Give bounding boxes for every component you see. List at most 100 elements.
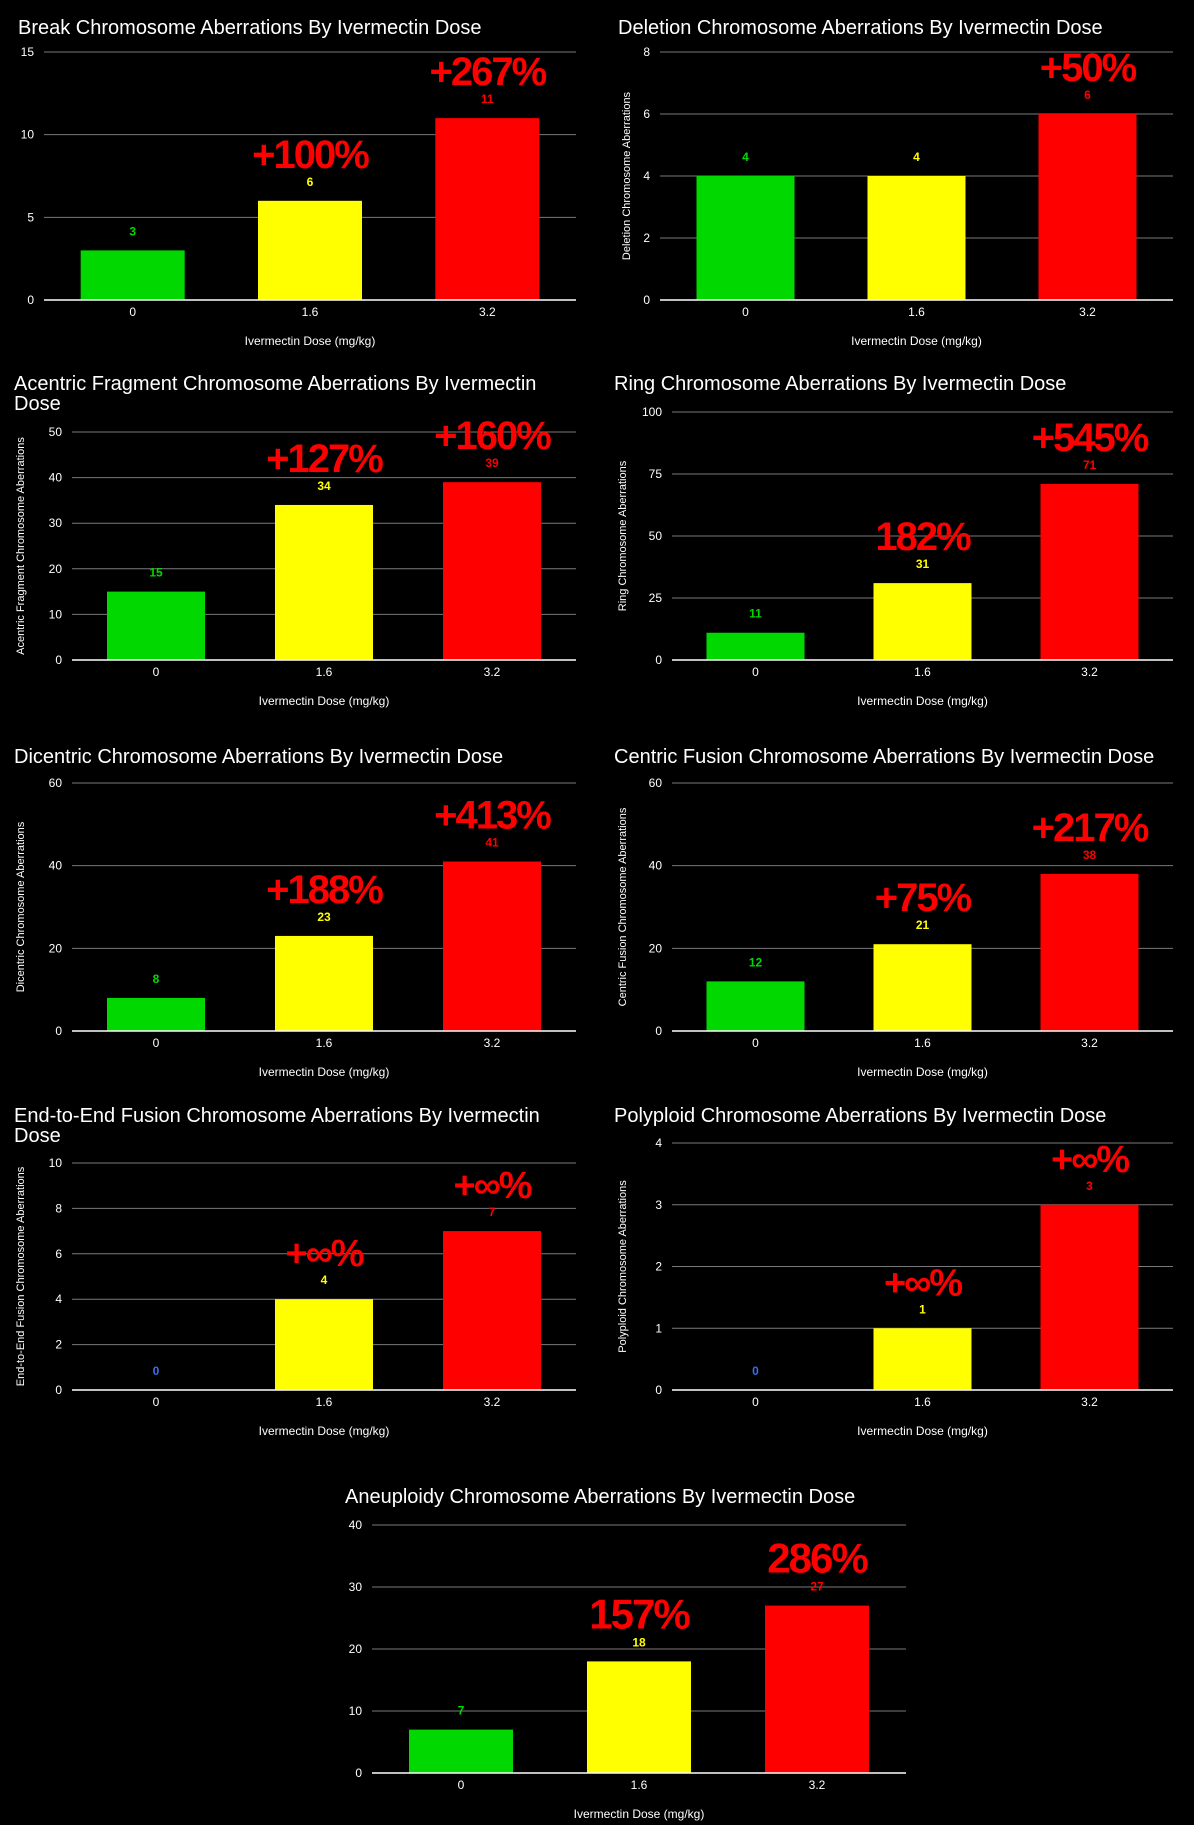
y-tick-label: 10 bbox=[21, 128, 35, 142]
x-axis-title: Ivermectin Dose (mg/kg) bbox=[259, 1065, 390, 1079]
y-tick-label: 0 bbox=[655, 1024, 662, 1038]
percent-change-annotation: +∞% bbox=[1051, 1139, 1129, 1181]
data-label: 15 bbox=[149, 566, 163, 580]
x-tick-label: 3.2 bbox=[479, 305, 496, 319]
chart-title-line: Centric Fusion Chromosome Aberrations By… bbox=[614, 746, 1154, 768]
percent-change-annotation: +50% bbox=[1040, 46, 1137, 90]
y-axis-title: Acentric Fragment Chromosome Aberrations bbox=[15, 437, 27, 655]
chart-title: Dicentric Chromosome Aberrations By Iver… bbox=[14, 746, 503, 768]
bar-0 bbox=[107, 997, 205, 1031]
y-tick-label: 8 bbox=[55, 1201, 62, 1215]
y-tick-label: 4 bbox=[643, 169, 650, 183]
bar-0 bbox=[409, 1729, 513, 1773]
y-axis-title: End-to-End Fusion Chromosome Aberrations bbox=[15, 1166, 27, 1386]
x-tick-label: 0 bbox=[458, 1778, 465, 1792]
y-tick-label: 5 bbox=[27, 210, 34, 224]
x-axis-title: Ivermectin Dose (mg/kg) bbox=[851, 334, 982, 348]
y-tick-label: 0 bbox=[655, 653, 662, 667]
y-tick-label: 0 bbox=[55, 653, 62, 667]
data-label: 41 bbox=[485, 836, 499, 850]
bar-1.6 bbox=[275, 1299, 373, 1390]
chart-panel-5: Dicentric Chromosome Aberrations By Iver… bbox=[14, 746, 576, 1079]
x-axis-title: Ivermectin Dose (mg/kg) bbox=[857, 1424, 988, 1438]
y-tick-label: 30 bbox=[49, 516, 63, 530]
y-tick-label: 4 bbox=[55, 1292, 62, 1306]
bar-1.6 bbox=[867, 176, 966, 300]
x-tick-label: 0 bbox=[752, 665, 759, 679]
chart-title: Acentric Fragment Chromosome Aberrations… bbox=[14, 373, 536, 415]
chart-title-line: End-to-End Fusion Chromosome Aberrations… bbox=[14, 1105, 540, 1127]
data-label: 71 bbox=[1083, 458, 1097, 472]
bar-1.6 bbox=[873, 583, 972, 660]
chart-title: End-to-End Fusion Chromosome Aberrations… bbox=[14, 1105, 540, 1147]
chart-title-line: Aneuploidy Chromosome Aberrations By Ive… bbox=[345, 1486, 855, 1508]
percent-change-annotation: +∞% bbox=[285, 1233, 363, 1275]
bar-3.2 bbox=[443, 482, 541, 660]
percent-change-annotation: 157% bbox=[589, 1590, 690, 1637]
y-tick-label: 15 bbox=[21, 45, 35, 59]
x-axis-title: Ivermectin Dose (mg/kg) bbox=[857, 1065, 988, 1079]
percent-change-annotation: +100% bbox=[252, 133, 369, 177]
x-tick-label: 1.6 bbox=[914, 665, 931, 679]
data-label: 11 bbox=[481, 92, 494, 106]
chart-title: Polyploid Chromosome Aberrations By Iver… bbox=[614, 1105, 1106, 1127]
y-tick-label: 20 bbox=[349, 1642, 363, 1656]
data-label: 4 bbox=[742, 150, 749, 164]
data-label: 8 bbox=[153, 972, 160, 986]
data-label: 34 bbox=[317, 479, 331, 493]
x-tick-label: 1.6 bbox=[316, 1395, 333, 1409]
chart-title: Deletion Chromosome Aberrations By Iverm… bbox=[618, 17, 1103, 39]
bar-0 bbox=[706, 632, 805, 660]
x-tick-label: 0 bbox=[752, 1395, 759, 1409]
x-tick-label: 0 bbox=[742, 305, 749, 319]
bar-0 bbox=[80, 250, 185, 300]
data-label: 1 bbox=[919, 1302, 926, 1316]
data-label: 7 bbox=[489, 1205, 496, 1219]
percent-change-annotation: +127% bbox=[266, 437, 383, 481]
y-tick-label: 1 bbox=[655, 1321, 662, 1335]
x-tick-label: 3.2 bbox=[1081, 665, 1098, 679]
y-tick-label: 40 bbox=[49, 859, 63, 873]
x-tick-label: 0 bbox=[129, 305, 136, 319]
y-tick-label: 75 bbox=[649, 467, 663, 481]
chart-panel-8: Polyploid Chromosome Aberrations By Iver… bbox=[614, 1105, 1173, 1438]
y-tick-label: 25 bbox=[649, 591, 663, 605]
data-label: 23 bbox=[317, 910, 331, 924]
data-label: 39 bbox=[485, 456, 499, 470]
data-label: 3 bbox=[129, 224, 136, 238]
x-tick-label: 3.2 bbox=[809, 1778, 826, 1792]
data-label: 6 bbox=[1084, 88, 1091, 102]
data-label: 12 bbox=[749, 955, 763, 969]
bar-3.2 bbox=[443, 861, 541, 1031]
data-label: 27 bbox=[810, 1580, 824, 1594]
bar-3.2 bbox=[443, 1231, 541, 1390]
chart-panel-9: Aneuploidy Chromosome Aberrations By Ive… bbox=[345, 1486, 906, 1821]
percent-change-annotation: 182% bbox=[875, 515, 971, 559]
y-axis-title: Deletion Chromosome Aberrations bbox=[621, 91, 633, 260]
y-tick-label: 0 bbox=[55, 1383, 62, 1397]
x-tick-label: 0 bbox=[153, 665, 160, 679]
chart-title-line: Ring Chromosome Aberrations By Ivermecti… bbox=[614, 373, 1066, 395]
x-tick-label: 1.6 bbox=[908, 305, 925, 319]
data-label: 6 bbox=[307, 175, 314, 189]
bar-0 bbox=[107, 591, 205, 660]
data-label: 18 bbox=[632, 1635, 646, 1649]
chart-panel-1: Break Chromosome Aberrations By Ivermect… bbox=[18, 17, 576, 348]
y-tick-label: 20 bbox=[649, 941, 663, 955]
y-tick-label: 6 bbox=[643, 107, 650, 121]
chart-title-line: Dose bbox=[14, 1125, 61, 1147]
bar-1.6 bbox=[587, 1661, 691, 1773]
chart-panel-4: Ring Chromosome Aberrations By Ivermecti… bbox=[614, 373, 1173, 708]
x-tick-label: 0 bbox=[153, 1036, 160, 1050]
x-tick-label: 1.6 bbox=[631, 1778, 648, 1792]
bar-3.2 bbox=[1040, 483, 1139, 660]
y-tick-label: 8 bbox=[643, 45, 650, 59]
y-tick-label: 50 bbox=[649, 529, 663, 543]
bar-3.2 bbox=[1040, 873, 1139, 1031]
percent-change-annotation: +75% bbox=[875, 876, 972, 920]
chart-title-line: Dose bbox=[14, 393, 61, 415]
bar-1.6 bbox=[275, 504, 373, 660]
chart-panel-2: Deletion Chromosome Aberrations By Iverm… bbox=[618, 17, 1173, 348]
chart-panel-6: Centric Fusion Chromosome Aberrations By… bbox=[614, 746, 1173, 1079]
